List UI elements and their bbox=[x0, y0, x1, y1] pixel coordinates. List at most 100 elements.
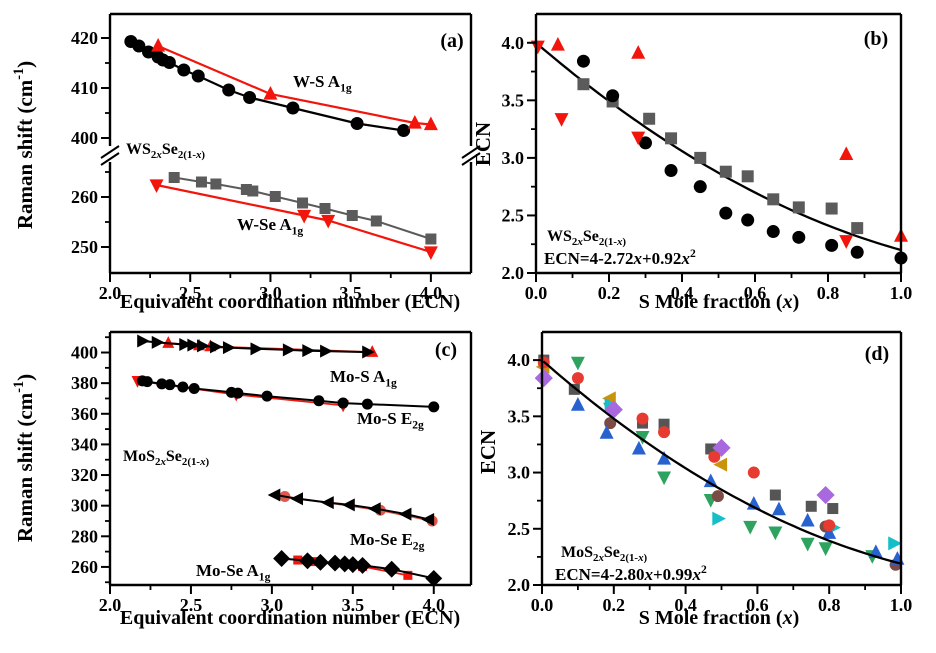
tick-label: 250 bbox=[71, 237, 98, 257]
marker-square bbox=[577, 78, 590, 91]
marker-circle bbox=[286, 101, 300, 115]
axes bbox=[100, 12, 481, 275]
marker-triangle-down bbox=[635, 430, 650, 445]
tick-label: 4.0 bbox=[423, 595, 446, 615]
marker-square bbox=[240, 184, 252, 195]
marker-triangle-up bbox=[771, 501, 786, 516]
marker-triangle-up bbox=[550, 37, 565, 51]
marker-circle bbox=[606, 89, 620, 103]
series-mo-s-e2g-black-circles bbox=[136, 375, 440, 413]
marker-triangle-down bbox=[631, 131, 646, 146]
annotation: Mo-S E2g bbox=[357, 409, 424, 431]
x-axis: 2.0 2.5 3.0 3.5 4.0 bbox=[99, 273, 442, 303]
marker-circle bbox=[850, 245, 864, 259]
series-w-se-a1g-red-down-triangles bbox=[149, 179, 438, 261]
marker-triangle-down bbox=[800, 537, 815, 552]
marker-triangle-left bbox=[602, 391, 616, 406]
tick-label: 0.0 bbox=[525, 283, 548, 303]
annotation: WS2xSe2(1-x) bbox=[126, 141, 205, 161]
fit-curve bbox=[542, 360, 902, 565]
marker-diamond bbox=[326, 554, 344, 572]
marker-circle bbox=[232, 387, 244, 399]
marker-triangle-down bbox=[554, 113, 569, 127]
tick-label: 2.0 bbox=[99, 283, 122, 303]
annotation: Mo-Se A1g bbox=[196, 561, 271, 583]
marker-square bbox=[425, 233, 437, 245]
series-w-s-a1g-black-circles bbox=[124, 35, 411, 137]
marker-circle bbox=[636, 412, 649, 425]
marker-triangle-up bbox=[631, 440, 646, 455]
marker-square bbox=[643, 112, 656, 125]
marker-circle bbox=[639, 136, 652, 150]
marker-square bbox=[168, 172, 180, 183]
marker-square bbox=[568, 383, 580, 395]
panel-a: 2.0 2.5 3.0 3.5 4.0 400 410 420 250 260 W-S A1g WS2… bbox=[11, 12, 481, 313]
marker-triangle-down bbox=[149, 179, 164, 194]
series-red-circles bbox=[537, 356, 836, 532]
tick-label: 3.0 bbox=[502, 148, 525, 168]
tick-label: 260 bbox=[71, 187, 98, 207]
axis-title-y: ECN bbox=[471, 122, 495, 166]
annotation: ECN=4-2.80x+0.99x2 bbox=[555, 563, 707, 584]
tick-label: 300 bbox=[71, 496, 98, 516]
series-red-down-triangles bbox=[530, 40, 854, 249]
tick-label: 2.0 bbox=[502, 263, 525, 283]
marker-diamond bbox=[344, 556, 362, 574]
annotation: W-S A1g bbox=[293, 72, 352, 94]
axis-break-icon bbox=[100, 152, 120, 166]
marker-triangle-down bbox=[570, 356, 585, 371]
marker-circle bbox=[658, 426, 671, 439]
marker-triangle-up bbox=[151, 37, 166, 52]
tick-label: 2.5 bbox=[508, 519, 531, 539]
marker-circle bbox=[337, 397, 349, 409]
tick-label: 400 bbox=[71, 343, 98, 363]
marker-triangle-right bbox=[197, 339, 210, 353]
panel-b: 0.0 0.2 0.4 0.6 0.8 1.0 2.0 2.5 3.0 3.5 4.0 WS2xSe2… bbox=[471, 12, 913, 313]
tick-label: 4.0 bbox=[420, 283, 443, 303]
series-mo-se-a1g-black-diamonds bbox=[273, 550, 443, 587]
marker-diamond bbox=[273, 550, 291, 567]
tick-label: 1.0 bbox=[890, 283, 913, 303]
marker-triangle-right bbox=[250, 342, 264, 356]
marker-circle bbox=[132, 39, 146, 53]
annotation: WS2xSe2(1-x) bbox=[547, 228, 626, 248]
marker-square bbox=[792, 201, 805, 214]
marker-triangle-down bbox=[818, 542, 833, 556]
tick-label: 420 bbox=[71, 28, 98, 48]
marker-circle bbox=[747, 466, 760, 479]
axis-break-icon bbox=[461, 145, 481, 159]
axis-title-y: Raman shift (cm-1) bbox=[11, 374, 37, 542]
tick-label: 320 bbox=[71, 465, 98, 485]
axis-title-x: Equivalent coordination number (ECN) bbox=[120, 607, 460, 629]
marker-triangle-down bbox=[423, 246, 438, 261]
marker-square bbox=[658, 418, 670, 430]
tick-label: 4.0 bbox=[502, 33, 525, 53]
marker-triangle-left bbox=[342, 498, 355, 512]
marker-circle bbox=[261, 390, 273, 402]
axes bbox=[108, 330, 473, 587]
marker-triangle-down bbox=[321, 214, 336, 229]
tick-label: 0.6 bbox=[744, 283, 767, 303]
marker-triangle-right bbox=[222, 341, 236, 355]
marker-diamond bbox=[425, 569, 443, 587]
marker-circle bbox=[164, 379, 176, 391]
marker-square bbox=[741, 170, 754, 183]
marker-circle bbox=[177, 381, 189, 393]
marker-circle bbox=[693, 180, 707, 194]
series-mo-s-a1g-black-right-triangles bbox=[137, 334, 375, 359]
marker-circle bbox=[177, 63, 191, 77]
marker-triangle-down bbox=[743, 520, 758, 535]
tick-label: 3.5 bbox=[508, 406, 531, 426]
marker-triangle-up bbox=[703, 473, 718, 488]
marker-triangle-left bbox=[321, 496, 334, 510]
marker-circle bbox=[711, 490, 724, 503]
tick-label: 2.5 bbox=[502, 205, 525, 225]
marker-triangle-down bbox=[839, 235, 854, 249]
marker-square bbox=[210, 178, 222, 190]
marker-circle bbox=[222, 83, 236, 97]
annotation: MoS2xSe2(1-x) bbox=[561, 544, 648, 564]
axis-break-icon bbox=[100, 145, 120, 159]
marker-triangle-right bbox=[151, 335, 165, 349]
marker-circle bbox=[243, 91, 257, 104]
marker-triangle-left bbox=[368, 502, 381, 516]
